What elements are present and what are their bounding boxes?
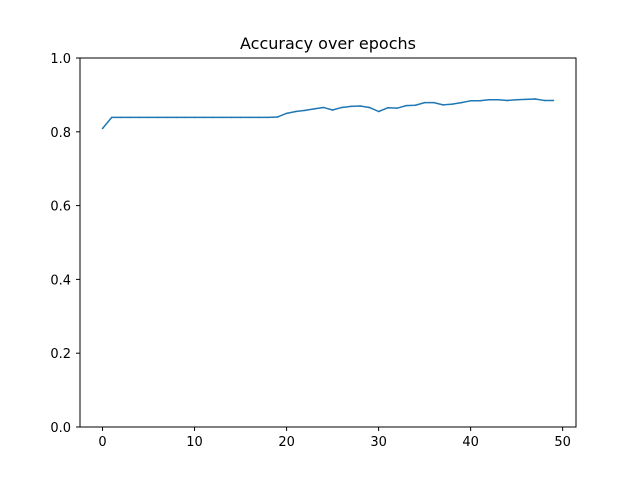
- data-point: [230, 116, 233, 119]
- data-point: [221, 116, 223, 119]
- data-point: [175, 116, 177, 119]
- data-point: [387, 107, 389, 109]
- data-point: [120, 116, 122, 119]
- data-point: [331, 109, 334, 111]
- series-line-0: [101, 98, 554, 129]
- data-point: [248, 116, 251, 119]
- data-point: [285, 112, 288, 115]
- x-tick-label: 0: [98, 435, 106, 450]
- data-point: [377, 110, 380, 113]
- x-tick-label: 30: [370, 435, 387, 450]
- x-tick-label: 40: [462, 435, 479, 450]
- data-point: [497, 98, 500, 101]
- y-axis-ticks: 0.0 0.2 0.4 0.6 0.8 1.0: [50, 52, 80, 436]
- data-point: [202, 116, 205, 119]
- data-point: [193, 116, 196, 119]
- y-tick-label: 0.0: [50, 421, 71, 436]
- data-point: [506, 99, 509, 102]
- data-point: [239, 116, 242, 119]
- y-tick-label: 0.4: [50, 273, 71, 288]
- y-tick-label: 0.8: [50, 126, 71, 141]
- y-tick-label: 1.0: [50, 52, 71, 67]
- data-point: [350, 105, 352, 108]
- data-point: [359, 105, 362, 107]
- data-point: [423, 101, 426, 104]
- data-point: [138, 116, 141, 119]
- y-tick-label: 0.6: [50, 200, 71, 215]
- data-point: [304, 109, 306, 112]
- data-point: [479, 100, 481, 102]
- data-point: [405, 104, 408, 107]
- chart-title: Accuracy over epochs: [240, 34, 416, 53]
- data-point: [341, 106, 343, 109]
- data-point: [488, 98, 490, 101]
- data-point: [294, 110, 297, 113]
- data-point: [212, 116, 214, 119]
- plot-frame: [79, 57, 577, 428]
- data-point: [442, 104, 444, 106]
- data-point: [166, 116, 168, 119]
- y-tick-label: 0.2: [50, 347, 71, 362]
- data-point: [156, 116, 159, 119]
- x-tick-label: 20: [278, 435, 295, 450]
- series-layer: [101, 98, 555, 130]
- data-point: [543, 99, 546, 102]
- data-point: [258, 116, 260, 119]
- data-point: [396, 107, 398, 109]
- x-tick-label: 50: [554, 435, 571, 450]
- data-point: [414, 104, 417, 107]
- data-point: [101, 127, 104, 130]
- data-point: [534, 98, 536, 100]
- data-point: [469, 100, 472, 102]
- data-point: [515, 98, 518, 101]
- data-point: [276, 116, 279, 118]
- data-point: [525, 98, 527, 101]
- x-axis-ticks: 0 10 20 30 40 50: [98, 427, 571, 450]
- data-point: [267, 116, 269, 119]
- x-tick-label: 10: [186, 435, 203, 450]
- data-point: [147, 116, 150, 119]
- data-point: [110, 116, 113, 119]
- data-point: [460, 101, 463, 104]
- data-point: [368, 106, 371, 109]
- data-point: [129, 116, 131, 119]
- data-point: [184, 116, 187, 119]
- data-point: [552, 99, 555, 102]
- data-point: [433, 101, 435, 104]
- data-point: [322, 106, 325, 109]
- data-point: [451, 103, 454, 105]
- data-point: [313, 108, 316, 110]
